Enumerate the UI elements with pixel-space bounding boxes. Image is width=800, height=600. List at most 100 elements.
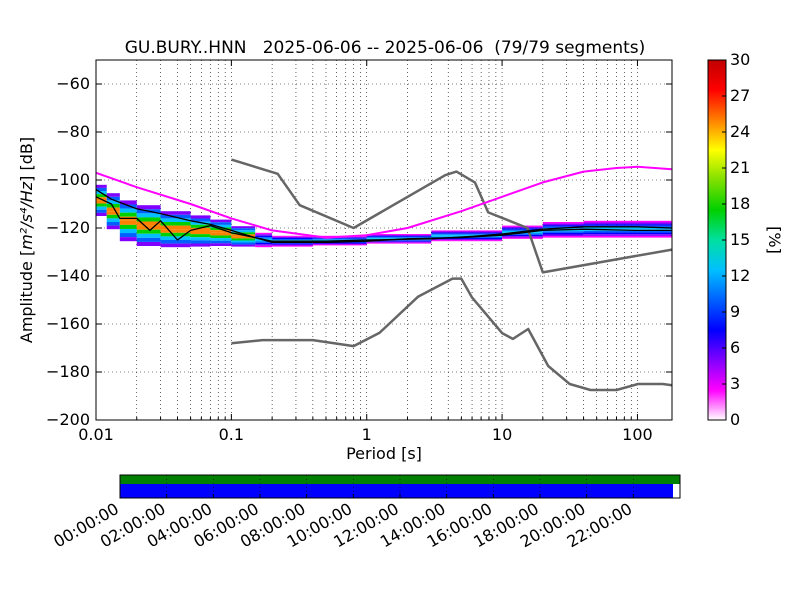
curve-p95 <box>95 189 673 242</box>
density-cell <box>431 237 503 240</box>
density-cell <box>637 232 672 235</box>
density-cell <box>431 230 503 232</box>
colorbar-tick-label: 15 <box>730 230 750 249</box>
density-cell <box>106 200 120 204</box>
chart-title: GU.BURY..HNN 2025-06-06 -- 2025-06-06 (7… <box>125 38 646 58</box>
density-cell <box>119 228 137 234</box>
density-cell <box>96 184 107 188</box>
density-cell <box>366 234 432 236</box>
density-cell <box>190 224 211 228</box>
density-cell <box>542 234 584 237</box>
density-cell <box>255 242 273 245</box>
density-cell <box>583 230 638 233</box>
density-cell <box>190 234 211 238</box>
y-tick-label: −60 <box>56 74 90 93</box>
density-cell <box>190 243 211 247</box>
density-cell <box>136 217 161 222</box>
density-cell <box>96 206 107 210</box>
main-plot: 0.01 0.1 1 10 100 −60 −80 −100 −120 −140 −160 −180… <box>46 59 673 444</box>
density-cell <box>542 231 584 233</box>
density-cell <box>366 234 432 235</box>
density-cell <box>160 211 191 215</box>
density-cell <box>231 238 256 241</box>
density-cell <box>106 222 120 226</box>
density-cell <box>255 245 273 248</box>
density-cell <box>106 214 120 219</box>
density-cell <box>231 244 256 247</box>
density-cell <box>210 235 232 239</box>
density-cell <box>119 212 137 217</box>
density-cell <box>583 224 638 226</box>
colorbar-ticks: 0 3 6 9 12 15 18 21 24 27 30 <box>722 50 750 429</box>
density-cell <box>119 200 137 205</box>
density-cell <box>96 187 107 192</box>
y-axis-label-prefix: Amplitude [ <box>17 250 36 343</box>
density-cell <box>542 223 584 226</box>
density-cell <box>431 231 503 233</box>
density-cell <box>210 219 232 223</box>
x-tick-label: 0.01 <box>78 425 114 444</box>
density-cell <box>502 234 543 237</box>
colorbar-tick-label: 30 <box>730 50 750 69</box>
density-cell <box>190 240 211 244</box>
density-cell <box>255 234 273 236</box>
density-cell <box>106 193 120 197</box>
density-cell <box>542 229 584 232</box>
density-cell <box>431 232 503 234</box>
x-axis-label: Period [s] <box>346 444 422 463</box>
density-cell <box>255 232 273 235</box>
density-cell <box>106 218 120 222</box>
colorbar-tick-label: 6 <box>730 338 740 357</box>
density-cell <box>583 222 638 225</box>
density-cell <box>136 241 161 246</box>
density-cell <box>637 227 672 230</box>
density-cell <box>431 239 503 241</box>
colorbar-tick-label: 18 <box>730 194 750 213</box>
density-cell <box>312 237 367 239</box>
colorbar-tick-label: 12 <box>730 266 750 285</box>
density-cell <box>366 240 432 242</box>
density-cell <box>366 236 432 238</box>
density-cell <box>366 241 432 243</box>
density-cell <box>542 232 584 235</box>
density-cell <box>502 236 543 238</box>
density-cell <box>502 233 543 235</box>
y-axis-label: Amplitude [m²/s⁴/Hz] [dB] <box>17 137 36 343</box>
density-cell <box>160 222 191 226</box>
density-cell <box>136 221 161 226</box>
density-cell <box>542 228 584 230</box>
density-cell <box>231 242 256 245</box>
density-cell <box>255 235 273 238</box>
density-cell <box>136 213 161 218</box>
density-cell <box>119 208 137 213</box>
density-cell <box>160 225 191 230</box>
density-cell <box>637 235 672 238</box>
density-cell <box>119 224 137 229</box>
density-cell <box>136 225 161 230</box>
density-cell <box>431 240 503 242</box>
density-cell <box>136 229 161 234</box>
density-cell <box>312 238 367 240</box>
density-cell <box>210 238 232 241</box>
density-cell <box>255 240 273 242</box>
density-cell <box>583 235 638 238</box>
curve-nlnm <box>231 277 673 392</box>
density-cell <box>312 239 367 241</box>
density-cell <box>431 233 503 235</box>
density-cell <box>106 207 120 212</box>
density-cell <box>366 242 432 244</box>
density-cell <box>231 230 256 233</box>
colorbar: 0 3 6 9 12 15 18 21 24 27 30 [%] <box>707 50 784 429</box>
density-cell <box>96 203 107 207</box>
density-cell <box>210 232 232 236</box>
density-cell <box>190 237 211 241</box>
density-cell <box>160 218 191 222</box>
y-tick-label: −140 <box>46 266 90 285</box>
density-cell <box>106 211 120 215</box>
density-cell <box>272 235 313 237</box>
density-cell <box>312 243 367 245</box>
y-tick-label: −120 <box>46 218 90 237</box>
density-cell <box>231 226 256 229</box>
density-cell <box>431 234 503 236</box>
density-cell <box>255 237 273 239</box>
